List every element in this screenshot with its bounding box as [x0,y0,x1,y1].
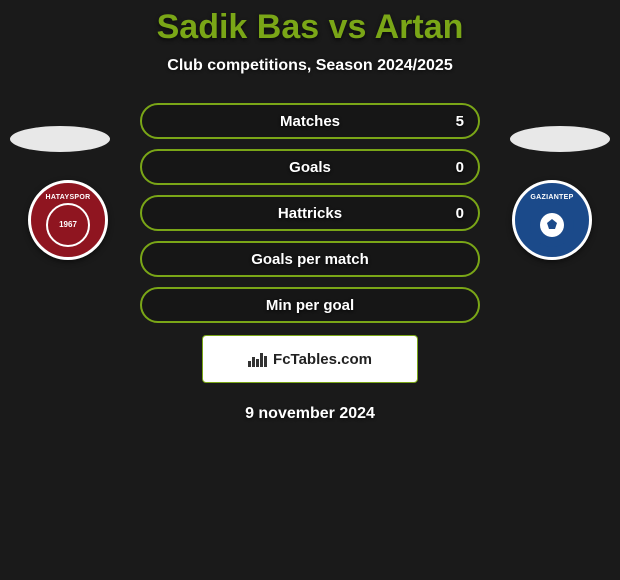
stat-row-matches: Matches 5 [140,103,480,139]
brand-box[interactable]: FcTables.com [202,335,418,383]
stat-label: Matches [280,113,340,130]
bars-icon [248,351,267,367]
stat-label: Goals per match [251,251,369,268]
date-label: 9 november 2024 [0,405,620,423]
stat-row-min-per-goal: Min per goal [140,287,480,323]
stat-right-value: 0 [456,159,464,176]
stat-row-hattricks: Hattricks 0 [140,195,480,231]
stat-label: Goals [289,159,331,176]
stats-list: Matches 5 Goals 0 Hattricks 0 Goals per … [0,103,620,323]
infographic-container: Sadik Bas vs Artan Club competitions, Se… [0,0,620,423]
page-subtitle: Club competitions, Season 2024/2025 [0,57,620,75]
stat-label: Min per goal [266,297,354,314]
stat-row-goals-per-match: Goals per match [140,241,480,277]
page-title: Sadik Bas vs Artan [0,8,620,47]
brand-text: FcTables.com [273,351,372,368]
stat-right-value: 5 [456,113,464,130]
stat-label: Hattricks [278,205,342,222]
stat-row-goals: Goals 0 [140,149,480,185]
stat-right-value: 0 [456,205,464,222]
